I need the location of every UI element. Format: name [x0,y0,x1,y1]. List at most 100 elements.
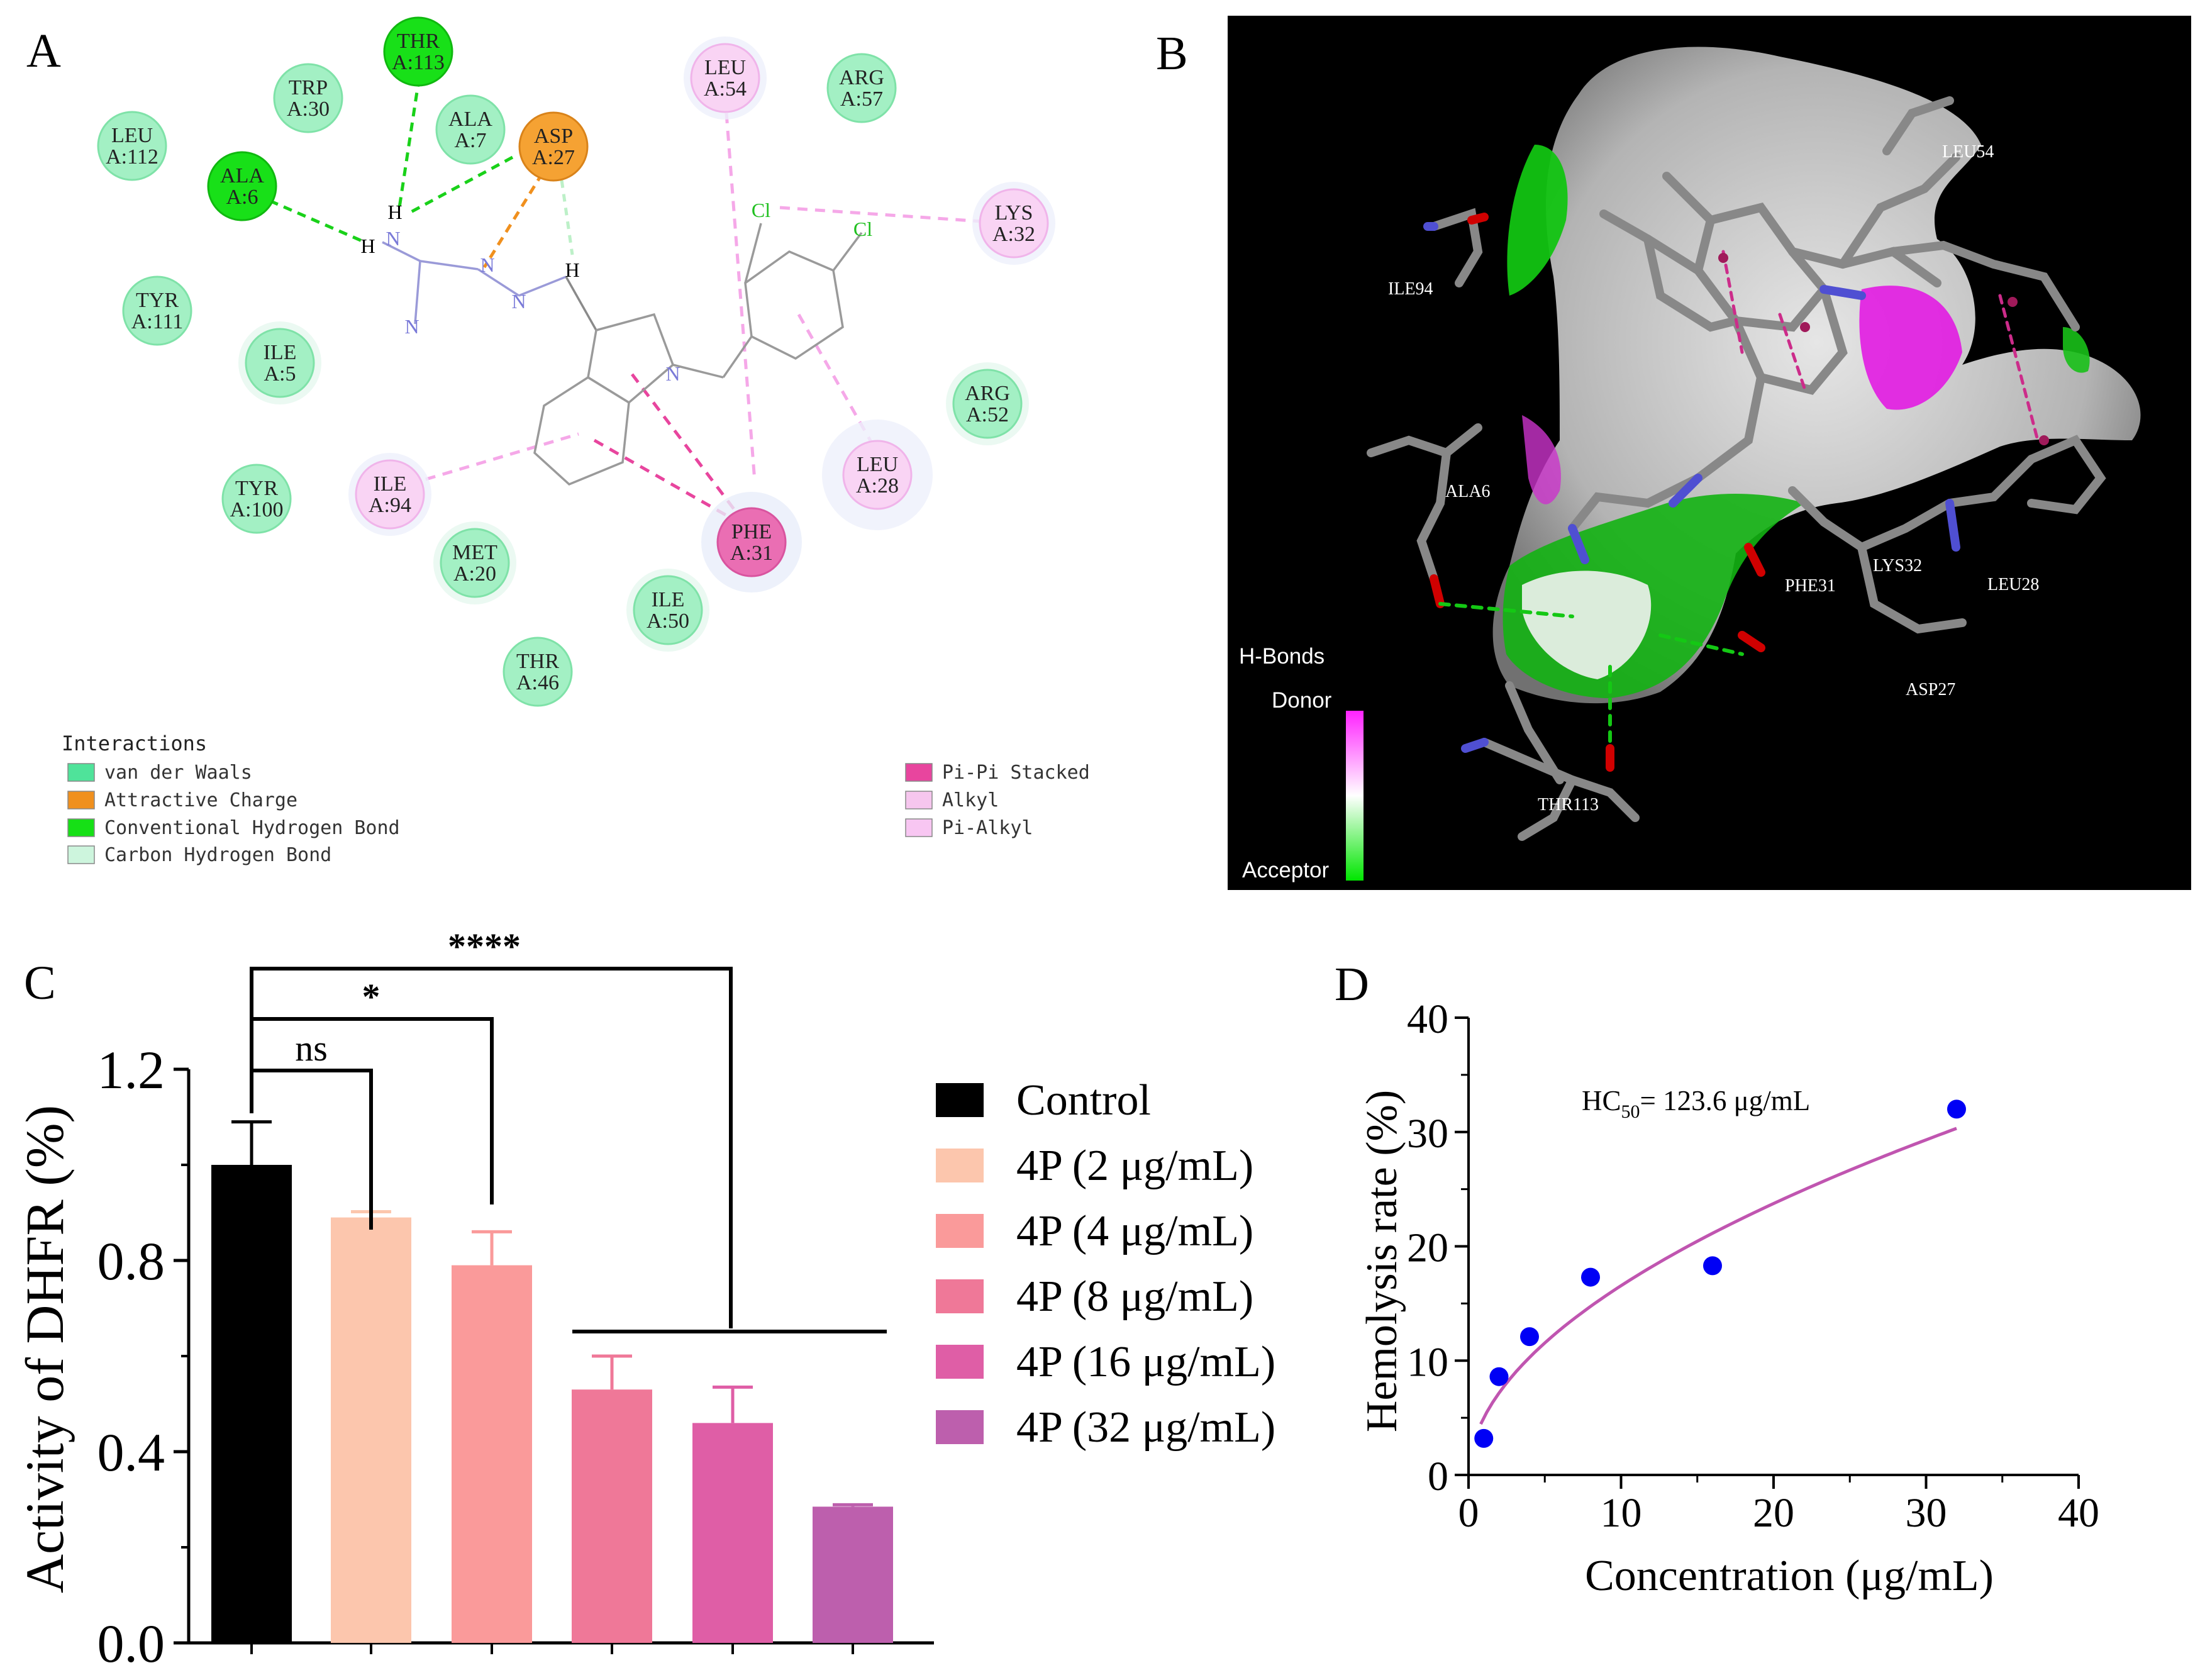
legend-swatch [67,818,95,837]
atom-n: N [511,290,526,313]
residue-id: A:5 [264,362,296,386]
c-legend-label: Control [1016,1076,1151,1125]
d-y-tick-label: 0 [1428,1454,1448,1499]
panel-label-a: A [26,25,61,77]
residue-id: A:27 [532,146,575,169]
panel-b: B [1156,16,2191,890]
bar-5 [813,1506,893,1643]
residue-id: A:57 [840,87,883,111]
legend-item: Alkyl [905,789,999,811]
residue-name: THR [397,30,440,53]
residue-name: LYS [995,201,1033,225]
residue-name: ILE [374,472,407,496]
label-asp27: ASP27 [1906,680,1955,699]
atom-n: N [480,253,494,276]
residue-name: ARG [965,382,1010,405]
residue-labels: LEU54 ILE94 ALA6 PHE31 LYS32 LEU28 ASP27… [1388,142,2039,815]
hbond-key-donor: Donor [1272,688,1332,713]
hbond-key: H-Bonds Donor Acceptor [1239,644,1364,882]
residue-name: LEU [111,124,153,147]
d-y-axis-label: Hemolysis rate (%) [1358,1090,1406,1432]
data-point-2 [1520,1327,1539,1347]
carbon-hbond-line [558,166,574,255]
d-x-axis-label: Concentration (μg/mL) [1585,1552,1994,1600]
alkyl-line-ile94 [408,432,579,486]
legend-item: van der Waals [67,762,252,784]
residue-name: TRP [289,76,328,99]
residue-id: A:113 [392,51,445,74]
label-ala6: ALA6 [1445,482,1491,501]
residue-id: A:94 [369,494,411,517]
c-legend-label: 4P (16 μg/mL) [1016,1338,1275,1386]
interaction-lines [242,62,1010,521]
bar-2 [452,1265,532,1643]
legend-label: Alkyl [942,789,999,811]
legend-swatch [905,818,933,837]
residue-name: THR [516,650,559,673]
atom-cl: Cl [853,218,872,240]
c-legend-swatch [936,1214,984,1248]
legend-label: Attractive Charge [104,789,297,811]
d-y-tick-label: 30 [1407,1111,1448,1157]
interaction-legend: Interactions van der Waals Attractive Cha… [62,732,1090,866]
c-legend-item: 4P (8 μg/mL) [936,1272,1253,1321]
residue-id: A:112 [106,145,158,169]
data-point-5 [1947,1099,1966,1119]
atom-h: H [360,235,375,257]
label-lys32: LYS32 [1873,556,1922,576]
label-leu54: LEU54 [1942,142,1994,162]
legend-item: Carbon Hydrogen Bond [67,844,331,866]
c-legend-swatch [936,1083,984,1117]
panel-label-d: D [1335,958,1369,1011]
residue-name: TYR [136,289,179,312]
d-x-tick-label: 20 [1753,1490,1794,1536]
legend-label: Conventional Hydrogen Bond [104,817,400,839]
c-legend-label: 4P (4 μg/mL) [1016,1207,1253,1255]
bar-4 [692,1423,773,1643]
legend-swatch [905,791,933,809]
residue-id: A:54 [704,77,747,101]
legend-item: Pi-Pi Stacked [905,762,1090,784]
legend-label: Pi-Pi Stacked [942,762,1090,784]
c-legend-label: 4P (8 μg/mL) [1016,1272,1253,1321]
panel-d: D Hemolysis rate (%) Concentration (μg/m… [1335,958,2099,1600]
bar-0 [211,1165,292,1643]
d-x-tick-label: 10 [1601,1490,1642,1536]
residue-name: ILE [652,588,685,611]
data-point-3 [1581,1267,1600,1287]
d-y-tick-label: 20 [1407,1225,1448,1271]
panel-c: C Activity of DHFR (%) 0.00.40.81.2 ns***… [14,926,1275,1674]
label-ile94: ILE94 [1388,279,1433,299]
atom-h: H [387,201,402,223]
legend-item: Pi-Alkyl [905,817,1033,839]
c-legend-item: 4P (4 μg/mL) [936,1207,1253,1255]
residue-name: LEU [704,56,746,79]
c-legend-item: 4P (2 μg/mL) [936,1142,1253,1190]
scatter-chart-hemolysis: 0 10 20 30 40 0 10 20 30 40 [1407,996,2099,1536]
sig-bracket-2 [250,967,733,1328]
bar-3 [572,1389,652,1643]
residue-id: A:28 [856,474,899,498]
sig-label-1: * [362,976,380,1017]
residue-name: ARG [839,66,884,89]
c-legend-label: 4P (32 μg/mL) [1016,1403,1275,1452]
panel-label-c: C [24,957,56,1010]
d-x-tick-label: 0 [1458,1490,1479,1536]
d-x-tick-label: 40 [2058,1490,2099,1536]
residue-name: TYR [235,477,278,500]
label-phe31: PHE31 [1785,576,1836,596]
data-point-4 [1703,1256,1722,1276]
c-legend-swatch [936,1410,984,1444]
